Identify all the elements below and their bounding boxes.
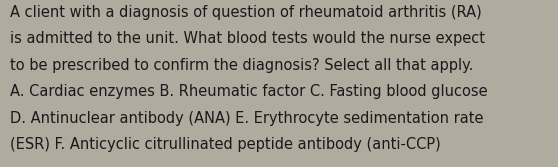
Text: D. Antinuclear antibody (ANA) E. Erythrocyte sedimentation rate: D. Antinuclear antibody (ANA) E. Erythro…: [10, 111, 484, 126]
Text: to be prescribed to confirm the diagnosis? Select all that apply.: to be prescribed to confirm the diagnosi…: [10, 58, 473, 73]
Text: is admitted to the unit. What blood tests would the nurse expect: is admitted to the unit. What blood test…: [10, 31, 485, 46]
Text: A client with a diagnosis of question of rheumatoid arthritis (RA): A client with a diagnosis of question of…: [10, 5, 482, 20]
Text: (ESR) F. Anticyclic citrullinated peptide antibody (anti-CCP): (ESR) F. Anticyclic citrullinated peptid…: [10, 137, 441, 152]
Text: A. Cardiac enzymes B. Rheumatic factor C. Fasting blood glucose: A. Cardiac enzymes B. Rheumatic factor C…: [10, 84, 488, 99]
